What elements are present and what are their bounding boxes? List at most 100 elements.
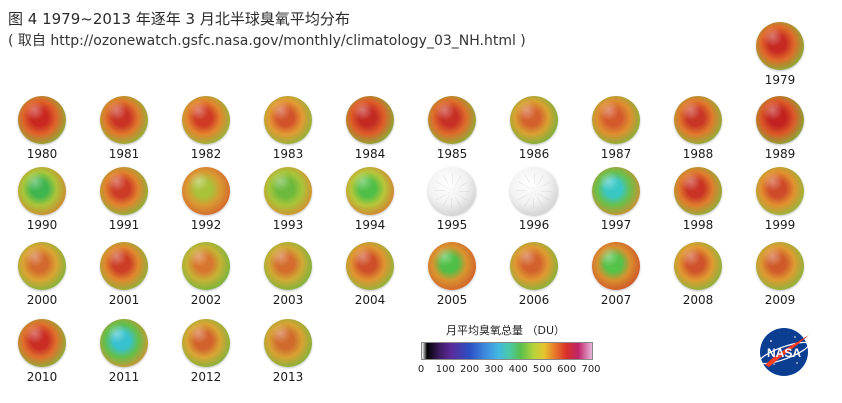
globe-1988: 1988 (668, 96, 728, 166)
ozone-globe-image (674, 167, 722, 215)
year-label: 1997 (600, 218, 632, 232)
globe-1992: 1992 (176, 167, 236, 237)
ozone-globe-image (428, 167, 476, 215)
ozone-globe-image (346, 96, 394, 144)
ozone-globe-image (756, 22, 804, 70)
year-label: 1988 (682, 147, 714, 161)
colorbar-tick-label: 100 (435, 364, 455, 375)
ozone-globe-image (18, 319, 66, 367)
ozone-globe-image (510, 96, 558, 144)
ozone-globe-image (428, 242, 476, 290)
ozone-globe-image (756, 242, 804, 290)
year-label: 1984 (354, 147, 386, 161)
colorbar-title: 月平均臭氧总量 （DU） (446, 324, 566, 337)
colorbar-tick-label: 200 (460, 364, 480, 375)
globe-1984: 1984 (340, 96, 400, 166)
year-label: 2010 (26, 370, 58, 384)
globe-2010: 2010 (12, 319, 72, 389)
year-label: 1982 (190, 147, 222, 161)
year-label: 1994 (354, 218, 386, 232)
ozone-globe-image (756, 167, 804, 215)
globe-2013: 2013 (258, 319, 318, 389)
ozone-globe-image (182, 96, 230, 144)
globe-1989: 1989 (750, 96, 810, 166)
ozone-globe-image (756, 96, 804, 144)
year-label: 1983 (272, 147, 304, 161)
globe-1987: 1987 (586, 96, 646, 166)
ozone-globe-image (428, 96, 476, 144)
year-label: 1996 (518, 218, 550, 232)
ozone-globe-image (182, 167, 230, 215)
ozone-globe-image (264, 242, 312, 290)
ozone-globe-image (510, 167, 558, 215)
globe-1981: 1981 (94, 96, 154, 166)
year-label: 2005 (436, 293, 468, 307)
ozone-globe-image (18, 242, 66, 290)
colorbar-tick-label: 300 (484, 364, 504, 375)
year-label: 2009 (764, 293, 796, 307)
globe-2000: 2000 (12, 242, 72, 312)
globe-2002: 2002 (176, 242, 236, 312)
ozone-globe-image (100, 96, 148, 144)
globe-2004: 2004 (340, 242, 400, 312)
year-label: 1986 (518, 147, 550, 161)
globe-1994: 1994 (340, 167, 400, 237)
year-label: 2001 (108, 293, 140, 307)
colorbar-tick-label: 400 (508, 364, 528, 375)
globe-1999: 1999 (750, 167, 810, 237)
ozone-globe-image (100, 167, 148, 215)
colorbar (421, 342, 593, 360)
globe-1995: 1995 (422, 167, 482, 237)
globe-1993: 1993 (258, 167, 318, 237)
year-label: 1998 (682, 218, 714, 232)
year-label: 2004 (354, 293, 386, 307)
globe-1986: 1986 (504, 96, 564, 166)
ozone-globe-image (674, 96, 722, 144)
year-label: 1992 (190, 218, 222, 232)
year-label: 1995 (436, 218, 468, 232)
globe-2003: 2003 (258, 242, 318, 312)
ozone-globe-image (346, 242, 394, 290)
ozone-globe-image (18, 167, 66, 215)
globe-1991: 1991 (94, 167, 154, 237)
year-label: 1989 (764, 147, 796, 161)
globe-1982: 1982 (176, 96, 236, 166)
globe-1980: 1980 (12, 96, 72, 166)
ozone-globe-image (100, 242, 148, 290)
year-label: 1979 (764, 73, 796, 87)
ozone-globe-image (592, 242, 640, 290)
year-label: 2006 (518, 293, 550, 307)
globe-2012: 2012 (176, 319, 236, 389)
ozone-globe-image (346, 167, 394, 215)
globe-1979: 1979 (750, 22, 810, 92)
year-label: 1985 (436, 147, 468, 161)
ozone-globe-image (264, 319, 312, 367)
year-label: 1990 (26, 218, 58, 232)
svg-text:NASA: NASA (767, 346, 801, 360)
globe-2005: 2005 (422, 242, 482, 312)
globe-1997: 1997 (586, 167, 646, 237)
year-label: 2002 (190, 293, 222, 307)
ozone-globe-image (182, 319, 230, 367)
ozone-globe-image (18, 96, 66, 144)
globe-1998: 1998 (668, 167, 728, 237)
year-label: 1980 (26, 147, 58, 161)
ozone-globe-image (510, 242, 558, 290)
globe-2001: 2001 (94, 242, 154, 312)
page-title: 图 4 1979~2013 年逐年 3 月北半球臭氧平均分布 (8, 10, 350, 28)
colorbar-tick-label: 0 (417, 364, 425, 375)
globe-2009: 2009 (750, 242, 810, 312)
year-label: 1999 (764, 218, 796, 232)
colorbar-tick-label: 600 (557, 364, 577, 375)
ozone-globe-image (264, 96, 312, 144)
globe-1983: 1983 (258, 96, 318, 166)
ozone-globe-image (182, 242, 230, 290)
year-label: 1991 (108, 218, 140, 232)
globe-2008: 2008 (668, 242, 728, 312)
year-label: 2011 (108, 370, 140, 384)
globe-2006: 2006 (504, 242, 564, 312)
source-caption: ( 取自 http://ozonewatch.gsfc.nasa.gov/mon… (8, 33, 526, 49)
colorbar-tick-label: 500 (532, 364, 552, 375)
globe-1996: 1996 (504, 167, 564, 237)
ozone-globe-image (592, 167, 640, 215)
